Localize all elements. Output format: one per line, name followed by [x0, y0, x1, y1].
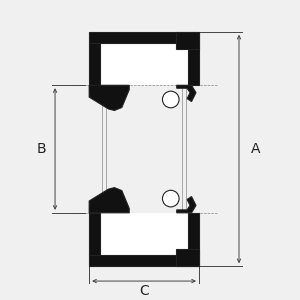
Polygon shape [89, 43, 100, 85]
Polygon shape [188, 43, 199, 85]
Polygon shape [177, 196, 196, 213]
Polygon shape [89, 85, 100, 92]
Text: A: A [250, 142, 260, 156]
Polygon shape [100, 213, 188, 255]
Text: B: B [37, 142, 46, 156]
Polygon shape [100, 43, 188, 85]
Polygon shape [188, 213, 199, 255]
Circle shape [163, 91, 179, 108]
Polygon shape [176, 32, 199, 49]
Polygon shape [89, 213, 100, 255]
Polygon shape [177, 85, 196, 102]
Polygon shape [89, 85, 129, 110]
Circle shape [163, 190, 179, 207]
Polygon shape [89, 206, 100, 213]
Polygon shape [89, 32, 199, 43]
Polygon shape [176, 249, 199, 266]
Polygon shape [89, 188, 129, 213]
Polygon shape [89, 255, 199, 266]
Text: C: C [139, 284, 149, 298]
